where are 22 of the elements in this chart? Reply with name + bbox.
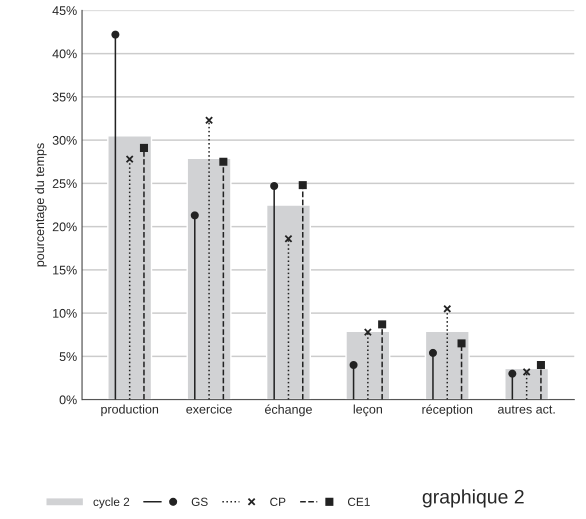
y-tick-label: 35% — [52, 92, 77, 102]
legend-label: CP — [270, 498, 286, 506]
x-tick-label: autres act. — [498, 405, 555, 414]
x-tick-label: réception — [422, 404, 472, 416]
y-tick-label: 10% — [53, 308, 77, 318]
x-tick-label: production — [101, 404, 158, 416]
y-tick-label: 15% — [53, 266, 77, 275]
x-tick-label: échange — [265, 404, 312, 416]
y-tick-label: 40% — [52, 49, 77, 58]
x-tick-label: exercice — [186, 404, 232, 414]
y-tick-label: 45% — [52, 6, 77, 16]
y-tick-label: 20% — [52, 222, 77, 232]
legend-label: cycle 2 — [94, 497, 130, 508]
y-axis-title: pourcentage du temps — [34, 143, 47, 266]
x-tick-label: leçon — [354, 404, 382, 416]
legend-label: CE1 — [348, 498, 370, 506]
y-tick-label: 5% — [60, 352, 77, 362]
text: graphique 2 — [422, 489, 524, 508]
y-tick-label: 25% — [52, 179, 77, 188]
legend-label: GS — [192, 498, 208, 506]
y-tick-label: 30% — [52, 136, 77, 145]
y-tick-label: 0% — [60, 395, 77, 404]
